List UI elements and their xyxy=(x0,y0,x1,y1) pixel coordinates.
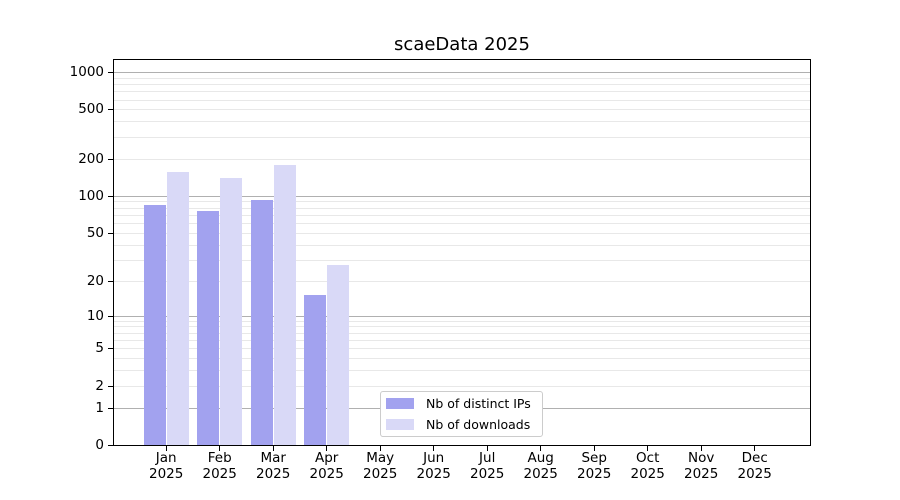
x-axis-tick xyxy=(486,446,488,451)
x-tick-label: Jun 2025 xyxy=(416,450,451,482)
bar-jan-nb-of-distinct-ips xyxy=(143,204,166,445)
minor-gridline xyxy=(114,207,810,209)
x-tick-label: Oct 2025 xyxy=(630,450,665,482)
legend-swatch xyxy=(386,398,414,409)
minor-gridline xyxy=(114,201,810,203)
legend-label: Nb of distinct IPs xyxy=(426,396,531,411)
x-axis-tick xyxy=(326,446,328,451)
y-tick-label: 100 xyxy=(78,187,104,204)
minor-gridline xyxy=(114,348,810,350)
y-tick-label: 200 xyxy=(78,150,104,167)
y-axis-tick xyxy=(108,158,113,160)
y-tick-label: 10 xyxy=(86,307,104,324)
bar-jan-nb-of-downloads xyxy=(166,172,189,445)
legend-swatch xyxy=(386,419,414,430)
y-tick-label: 20 xyxy=(86,272,104,289)
x-tick-label: May 2025 xyxy=(363,450,398,482)
x-axis-tick xyxy=(754,446,756,451)
minor-gridline xyxy=(114,223,810,225)
minor-gridline xyxy=(114,280,810,282)
minor-gridline xyxy=(114,385,810,387)
plot-area xyxy=(113,59,811,446)
bar-apr-nb-of-downloads xyxy=(327,265,350,445)
minor-gridline xyxy=(114,121,810,123)
x-axis-tick xyxy=(433,446,435,451)
minor-gridline xyxy=(114,370,810,372)
legend: Nb of distinct IPs Nb of downloads xyxy=(380,391,543,437)
minor-gridline xyxy=(114,326,810,328)
minor-gridline xyxy=(114,232,810,234)
y-tick-label: 5 xyxy=(95,340,104,357)
y-tick-label: 2 xyxy=(95,377,104,394)
x-tick-label: Apr 2025 xyxy=(309,450,344,482)
chart-title: scaeData 2025 xyxy=(394,34,530,55)
minor-gridline xyxy=(114,158,810,160)
minor-gridline xyxy=(114,99,810,101)
bar-feb-nb-of-distinct-ips xyxy=(197,210,220,445)
minor-gridline xyxy=(114,244,810,246)
minor-gridline xyxy=(114,77,810,79)
x-tick-label: Dec 2025 xyxy=(737,450,772,482)
x-axis-tick xyxy=(272,446,274,451)
y-tick-label: 1 xyxy=(95,399,104,416)
y-axis-tick xyxy=(108,348,113,350)
y-tick-label: 0 xyxy=(95,437,104,453)
y-axis-tick xyxy=(108,315,113,317)
y-axis-tick xyxy=(108,232,113,234)
x-axis-tick xyxy=(379,446,381,451)
minor-gridline xyxy=(114,339,810,341)
minor-gridline xyxy=(114,358,810,360)
x-tick-label: Feb 2025 xyxy=(202,450,237,482)
major-gridline xyxy=(114,195,810,197)
y-axis-tick xyxy=(108,407,113,409)
major-gridline xyxy=(114,315,810,317)
minor-gridline xyxy=(114,320,810,322)
x-axis-tick xyxy=(700,446,702,451)
x-axis-tick xyxy=(540,446,542,451)
y-axis-tick xyxy=(108,109,113,111)
x-axis-tick xyxy=(593,446,595,451)
x-tick-label: Aug 2025 xyxy=(523,450,558,482)
x-tick-label: Jan 2025 xyxy=(149,450,184,482)
x-axis-tick xyxy=(647,446,649,451)
bar-mar-nb-of-downloads xyxy=(273,164,296,445)
y-axis-tick xyxy=(108,195,113,197)
y-axis-tick xyxy=(108,385,113,387)
x-axis-tick xyxy=(165,446,167,451)
minor-gridline xyxy=(114,259,810,261)
y-tick-label: 500 xyxy=(78,101,104,118)
x-tick-label: Mar 2025 xyxy=(256,450,291,482)
legend-label: Nb of downloads xyxy=(426,417,531,432)
minor-gridline xyxy=(114,109,810,111)
minor-gridline xyxy=(114,136,810,138)
x-tick-label: Jul 2025 xyxy=(470,450,505,482)
y-tick-label: 1000 xyxy=(69,64,104,81)
legend-entry: Nb of downloads xyxy=(386,418,536,431)
major-gridline xyxy=(114,72,810,74)
minor-gridline xyxy=(114,332,810,334)
y-axis-tick xyxy=(108,445,113,446)
y-tick-label: 50 xyxy=(86,224,104,241)
x-axis-tick xyxy=(219,446,221,451)
y-axis-tick xyxy=(108,72,113,74)
x-tick-label: Nov 2025 xyxy=(684,450,719,482)
y-axis-tick xyxy=(108,280,113,282)
legend-entry: Nb of distinct IPs xyxy=(386,397,536,410)
bar-mar-nb-of-distinct-ips xyxy=(250,200,273,445)
minor-gridline xyxy=(114,84,810,86)
bar-feb-nb-of-downloads xyxy=(220,177,243,445)
minor-gridline xyxy=(114,91,810,93)
minor-gridline xyxy=(114,214,810,216)
bar-apr-nb-of-distinct-ips xyxy=(304,295,327,445)
x-tick-label: Sep 2025 xyxy=(577,450,612,482)
